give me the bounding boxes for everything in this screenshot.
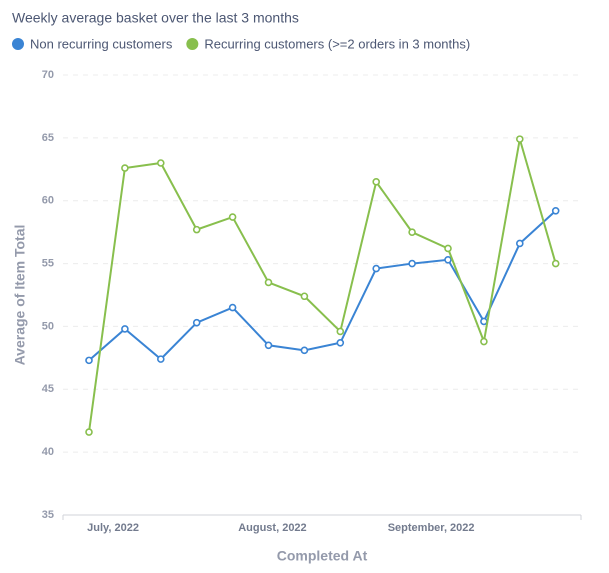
data-point [228, 303, 237, 312]
data-point [551, 206, 560, 215]
data-point [515, 135, 524, 143]
legend-swatch [186, 38, 199, 50]
data-point [157, 159, 165, 167]
data-point [444, 244, 452, 253]
data-point [300, 292, 309, 301]
y-axis-label: Average of Item Total [12, 225, 28, 366]
y-tick-label: 60 [42, 195, 54, 207]
series-line [88, 210, 557, 362]
legend-label: Recurring customers (>=2 orders in 3 mon… [204, 36, 470, 51]
data-point [121, 164, 129, 172]
data-point [480, 337, 488, 346]
data-point [264, 278, 273, 287]
x-axis-label: Completed At [277, 548, 368, 564]
y-tick-label: 40 [42, 446, 54, 458]
y-tick-label: 65 [42, 132, 54, 144]
data-point [336, 338, 345, 347]
y-tick-label: 70 [42, 69, 54, 81]
data-point [408, 259, 416, 268]
x-tick-label: July, 2022 [87, 522, 139, 534]
y-tick-label: 45 [42, 383, 54, 395]
data-point [515, 239, 524, 248]
x-tick-label: September, 2022 [388, 522, 475, 534]
data-point [551, 259, 560, 268]
legend-label: Non recurring customers [30, 36, 173, 51]
data-point [228, 213, 237, 221]
data-point [264, 341, 273, 350]
data-point [85, 356, 93, 365]
data-point [408, 228, 416, 236]
data-point [121, 325, 129, 333]
y-tick-label: 50 [42, 320, 54, 332]
data-point [157, 355, 165, 363]
data-point [192, 225, 201, 234]
data-point [85, 428, 93, 436]
data-point [372, 178, 381, 186]
legend-swatch [12, 38, 24, 50]
x-tick-label: August, 2022 [238, 522, 306, 534]
y-tick-label: 55 [42, 257, 54, 269]
data-point [300, 346, 309, 355]
data-point [480, 317, 488, 326]
series-line [88, 138, 557, 433]
data-point [372, 264, 381, 273]
data-point [336, 327, 345, 336]
y-tick-label: 35 [42, 509, 54, 521]
data-point [192, 318, 201, 327]
chart-title: Weekly average basket over the last 3 mo… [12, 10, 299, 26]
data-point [444, 255, 452, 264]
